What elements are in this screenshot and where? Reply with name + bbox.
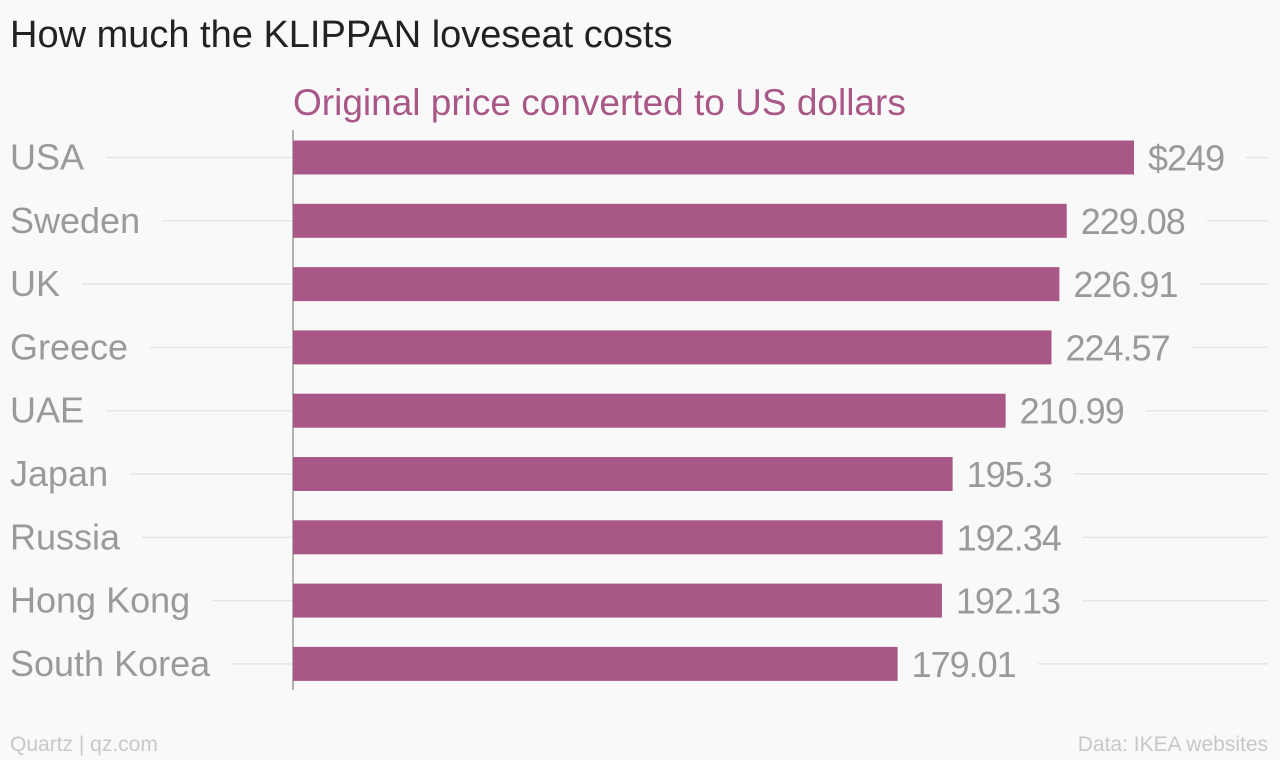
bar: [293, 203, 1067, 238]
bar: [293, 520, 943, 555]
value-label: 224.57: [1065, 327, 1169, 368]
category-label: Hong Kong: [10, 580, 190, 621]
value-label: $249: [1148, 138, 1224, 179]
category-label: Greece: [10, 326, 128, 367]
value-label: 226.91: [1073, 264, 1177, 305]
bar: [293, 140, 1134, 175]
value-label: 192.34: [957, 517, 1061, 558]
category-label: Russia: [10, 516, 121, 557]
value-label: 179.01: [912, 644, 1016, 685]
category-label: USA: [10, 137, 84, 178]
bar: [293, 330, 1052, 365]
series-label: Original price converted to US dollars: [293, 82, 906, 123]
value-label: 210.99: [1020, 391, 1124, 432]
category-label: South Korea: [10, 643, 211, 684]
category-label: UAE: [10, 390, 84, 431]
bar-chart: Original price converted to US dollars US…: [10, 82, 1268, 690]
bar: [293, 583, 942, 618]
value-label: 192.13: [956, 581, 1060, 622]
footer-data-credit: Data: IKEA websites: [1077, 733, 1268, 756]
bar: [293, 267, 1060, 302]
footer-source: Quartz | qz.com: [10, 733, 158, 756]
category-label: UK: [10, 263, 60, 304]
chart-title: How much the KLIPPAN loveseat costs: [10, 14, 673, 56]
category-label: Japan: [10, 453, 108, 494]
bar: [293, 646, 898, 681]
labels: Original price converted to US dollars US…: [10, 82, 1225, 685]
bar: [293, 457, 953, 491]
value-label: 195.3: [967, 454, 1052, 495]
bars: [293, 140, 1134, 681]
category-label: Sweden: [10, 200, 140, 241]
bar: [293, 393, 1006, 428]
value-label: 229.08: [1081, 201, 1185, 242]
